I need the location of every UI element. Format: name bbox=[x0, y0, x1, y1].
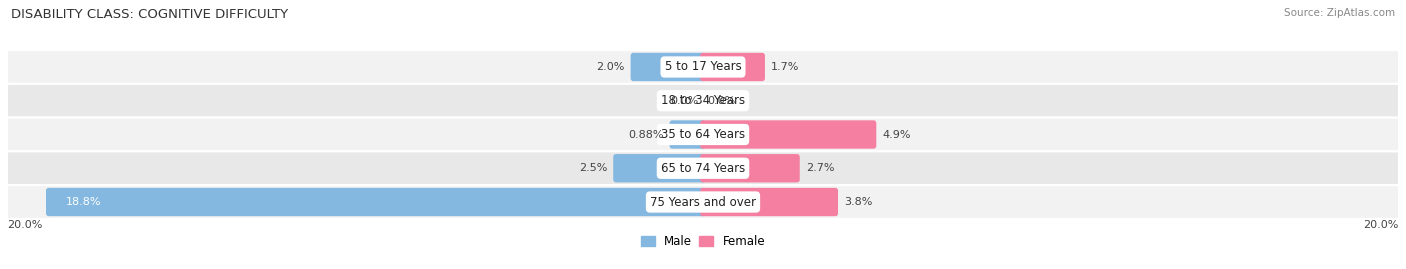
FancyBboxPatch shape bbox=[7, 84, 1399, 118]
Text: 5 to 17 Years: 5 to 17 Years bbox=[665, 61, 741, 73]
Text: 20.0%: 20.0% bbox=[7, 220, 42, 229]
FancyBboxPatch shape bbox=[700, 120, 876, 149]
Text: 0.0%: 0.0% bbox=[671, 96, 699, 106]
Text: 2.0%: 2.0% bbox=[596, 62, 624, 72]
FancyBboxPatch shape bbox=[7, 50, 1399, 84]
Text: 4.9%: 4.9% bbox=[882, 129, 911, 140]
FancyBboxPatch shape bbox=[631, 53, 706, 81]
Text: 0.88%: 0.88% bbox=[628, 129, 664, 140]
Text: 75 Years and over: 75 Years and over bbox=[650, 196, 756, 208]
Text: 65 to 74 Years: 65 to 74 Years bbox=[661, 162, 745, 175]
FancyBboxPatch shape bbox=[7, 185, 1399, 219]
Text: 2.7%: 2.7% bbox=[806, 163, 834, 173]
Text: 35 to 64 Years: 35 to 64 Years bbox=[661, 128, 745, 141]
FancyBboxPatch shape bbox=[46, 188, 706, 216]
Text: 20.0%: 20.0% bbox=[1364, 220, 1399, 229]
FancyBboxPatch shape bbox=[700, 154, 800, 182]
Text: 3.8%: 3.8% bbox=[844, 197, 872, 207]
FancyBboxPatch shape bbox=[7, 151, 1399, 185]
Text: 2.5%: 2.5% bbox=[579, 163, 607, 173]
Text: 18 to 34 Years: 18 to 34 Years bbox=[661, 94, 745, 107]
FancyBboxPatch shape bbox=[669, 120, 706, 149]
Text: DISABILITY CLASS: COGNITIVE DIFFICULTY: DISABILITY CLASS: COGNITIVE DIFFICULTY bbox=[11, 8, 288, 21]
Text: 1.7%: 1.7% bbox=[770, 62, 799, 72]
FancyBboxPatch shape bbox=[7, 118, 1399, 151]
Legend: Male, Female: Male, Female bbox=[636, 230, 770, 253]
Text: Source: ZipAtlas.com: Source: ZipAtlas.com bbox=[1284, 8, 1395, 18]
Text: 0.0%: 0.0% bbox=[707, 96, 735, 106]
FancyBboxPatch shape bbox=[700, 188, 838, 216]
FancyBboxPatch shape bbox=[700, 53, 765, 81]
Text: 18.8%: 18.8% bbox=[66, 197, 101, 207]
FancyBboxPatch shape bbox=[613, 154, 706, 182]
